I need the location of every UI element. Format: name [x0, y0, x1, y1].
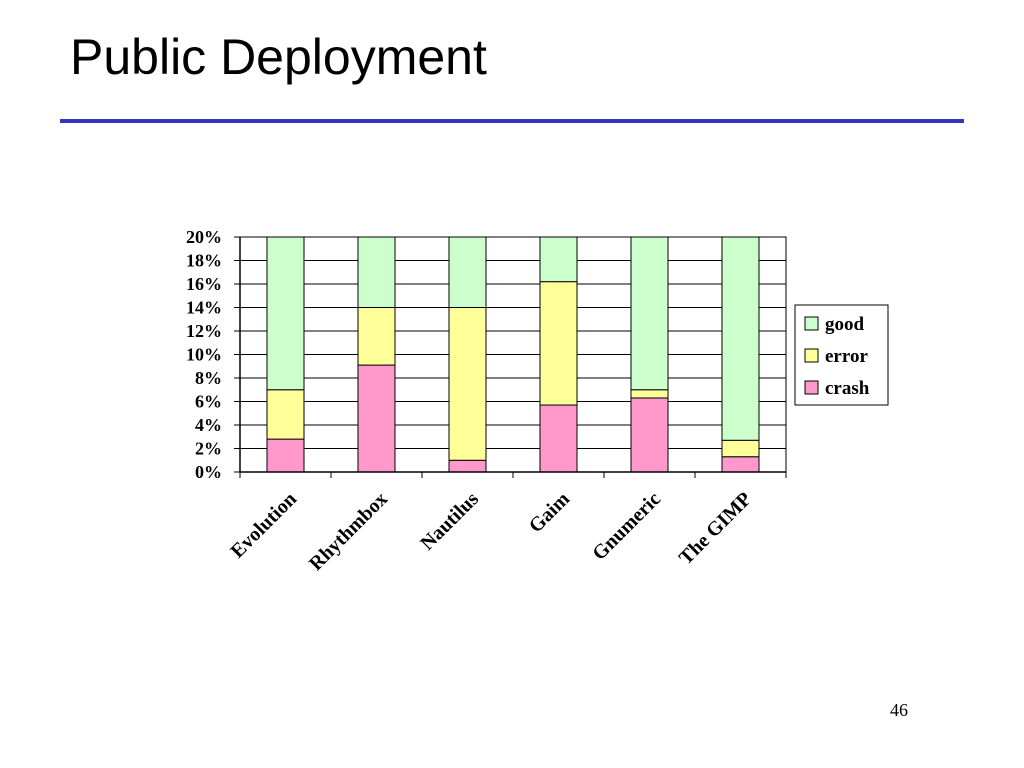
- bar-crash-rhythmbox: [357, 364, 396, 473]
- y-tick-label: 12%: [186, 321, 222, 341]
- bar-error-gaim: [539, 281, 578, 406]
- y-tick-label: 8%: [195, 368, 222, 388]
- bar-crash-gnumeric: [630, 397, 669, 473]
- bar-good-gaim: [539, 236, 578, 283]
- bar-crash-evolution: [266, 438, 305, 473]
- legend-swatch-good: [804, 316, 819, 331]
- legend-label-crash: crash: [825, 378, 870, 399]
- bar-error-evolution: [266, 389, 305, 440]
- legend-swatch-crash: [804, 380, 819, 395]
- title-underline: [60, 119, 964, 123]
- x-tick-label: Gaim: [525, 488, 575, 538]
- bar-error-gnumeric: [630, 389, 669, 399]
- bar-crash-nautilus: [448, 459, 487, 473]
- bar-good-evolution: [266, 236, 305, 391]
- y-tick-label: 10%: [186, 345, 222, 365]
- y-tick-label: 18%: [186, 251, 222, 271]
- bar-error-the-gimp: [721, 439, 760, 458]
- y-tick-label: 0%: [195, 462, 222, 482]
- legend-label-error: error: [825, 346, 868, 367]
- bar-good-rhythmbox: [357, 236, 396, 308]
- x-tick-label: Rhythmbox: [305, 488, 392, 575]
- y-tick-label: 4%: [195, 415, 222, 435]
- bar-good-the-gimp: [721, 236, 760, 441]
- x-tick-label: Nautilus: [416, 488, 483, 555]
- y-tick-label: 2%: [195, 439, 222, 459]
- legend-swatch-error: [804, 348, 819, 363]
- x-tick-label: The GIMP: [675, 488, 756, 569]
- bar-crash-the-gimp: [721, 456, 760, 473]
- bar-crash-gaim: [539, 404, 578, 473]
- y-tick-label: 16%: [186, 274, 222, 294]
- x-tick-label: Gnumeric: [588, 488, 665, 565]
- bar-error-nautilus: [448, 307, 487, 461]
- x-tick-label: Evolution: [227, 488, 302, 563]
- slide-title: Public Deployment: [70, 29, 487, 85]
- page-number: 46: [890, 700, 908, 720]
- y-tick-label: 20%: [186, 227, 222, 247]
- legend-label-good: good: [825, 314, 865, 335]
- bar-good-nautilus: [448, 236, 487, 308]
- y-tick-label: 6%: [195, 392, 222, 412]
- bar-good-gnumeric: [630, 236, 669, 391]
- bar-error-rhythmbox: [357, 307, 396, 366]
- y-tick-label: 14%: [186, 298, 222, 318]
